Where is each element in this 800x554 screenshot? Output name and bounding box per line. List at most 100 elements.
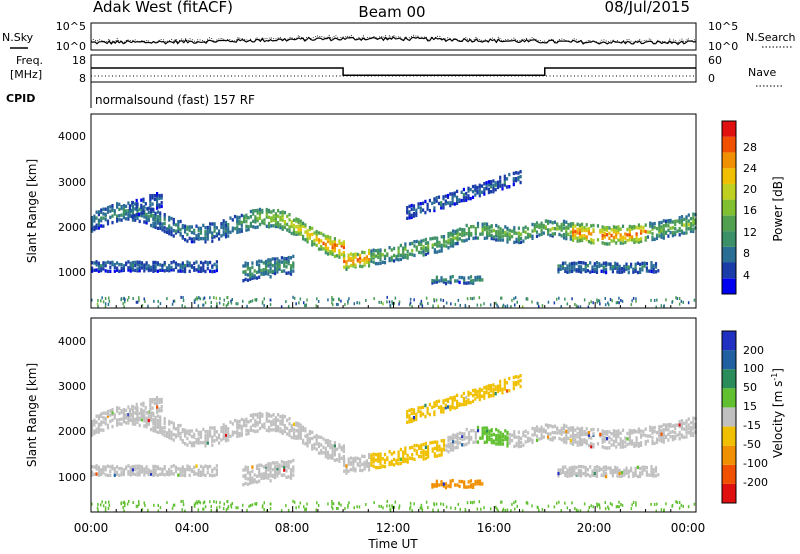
velocity-cell: [276, 466, 279, 471]
velocity-cell: [669, 430, 672, 434]
velocity-cell: [179, 467, 182, 471]
power-cell: [145, 261, 148, 265]
velocity-cell: [317, 442, 321, 446]
power-cell: [492, 190, 495, 194]
velocity-cell: [497, 436, 500, 440]
velocity-cell: [283, 460, 286, 465]
velocity-cell: [163, 419, 166, 423]
power-cell: [683, 231, 686, 235]
velocity-cell: [454, 433, 457, 438]
velocity-cell: [449, 405, 452, 409]
power-cell: [281, 215, 284, 219]
velocity-cell: [161, 432, 164, 436]
velocity-cell: [199, 440, 203, 445]
velocity-cell: [202, 472, 205, 477]
power-cell: [502, 305, 504, 309]
power-cell: [505, 185, 509, 189]
power-cell: [199, 260, 203, 265]
velocity-cell: [393, 463, 396, 467]
velocity-cell: [560, 429, 563, 433]
power-cell: [345, 260, 348, 264]
velocity-cell: [95, 420, 98, 424]
power-cell: [501, 234, 505, 238]
velocity-cell: [299, 432, 302, 436]
power-cell: [572, 230, 575, 234]
velocity-cell: [106, 423, 110, 427]
velocity-cell: [485, 387, 488, 391]
power-cell: [632, 296, 635, 300]
power-cell: [481, 224, 484, 229]
velocity-cell: [152, 428, 155, 433]
power-cell: [453, 194, 456, 198]
velocity-cell: [531, 504, 533, 508]
power-cell: [508, 237, 511, 241]
velocity-cell: [393, 505, 395, 509]
power-cell: [412, 214, 416, 218]
velocity-cell: [572, 429, 575, 433]
velocity-cell: [322, 451, 325, 455]
power-cell: [168, 267, 171, 271]
power-cell: [469, 279, 473, 283]
velocity-cell: [463, 480, 466, 484]
velocity-cell: [345, 466, 348, 470]
colorbar-frame: [721, 120, 737, 295]
velocity-cell: [141, 508, 144, 512]
velocity-cell: [619, 437, 622, 441]
velocity-y-tick-3000: 3000: [58, 380, 86, 393]
velocity-cell: [568, 468, 571, 472]
velocity-cell: [246, 482, 249, 486]
velocity-cell: [631, 431, 634, 435]
power-cell: [635, 299, 637, 303]
power-cell: [572, 238, 575, 242]
velocity-cell: [680, 425, 684, 429]
power-cell: [583, 236, 586, 240]
velocity-cell: [306, 438, 309, 443]
power-cell: [154, 220, 157, 224]
power-cell: [436, 250, 439, 254]
power-cell: [646, 235, 649, 239]
velocity-cell: [255, 502, 257, 506]
velocity-cell: [572, 426, 575, 430]
velocity-cell: [370, 461, 373, 465]
power-cell: [333, 249, 336, 253]
power-cell: [190, 237, 193, 241]
velocity-cell: [458, 436, 461, 441]
power-cell: [188, 269, 191, 273]
velocity-cell: [433, 440, 436, 444]
power-cell: [249, 274, 252, 279]
power-cell: [246, 267, 249, 271]
cpid-label: CPID: [6, 92, 35, 105]
power-cell: [279, 223, 282, 227]
power-cell: [211, 239, 214, 243]
velocity-cell: [391, 504, 393, 508]
velocity-cell: [116, 472, 119, 476]
velocity-cell: [603, 430, 606, 434]
power-cell: [431, 236, 434, 241]
power-cell: [186, 227, 189, 231]
power-cell: [581, 229, 584, 233]
velocity-cell: [104, 509, 107, 513]
velocity-cell: [636, 474, 639, 479]
freq-tick-bottom: 8: [79, 72, 86, 85]
velocity-cell: [404, 446, 407, 450]
power-cell: [599, 228, 602, 233]
power-cell: [583, 233, 586, 238]
power-cell: [336, 254, 339, 258]
power-cell: [276, 257, 279, 261]
velocity-cell: [340, 456, 343, 460]
velocity-cell: [279, 429, 282, 434]
power-cell: [193, 239, 196, 244]
velocity-cell: [553, 424, 556, 428]
velocity-cell: [281, 422, 284, 426]
power-cell: [671, 230, 674, 235]
power-cell: [538, 233, 541, 237]
velocity-cell: [587, 431, 591, 435]
velocity-cell: [481, 388, 484, 392]
power-cell: [406, 249, 409, 254]
power-cell: [449, 233, 452, 237]
velocity-cell: [102, 420, 105, 424]
velocity-cell: [616, 474, 619, 478]
velocity-cell: [145, 419, 148, 424]
power-cell: [687, 227, 690, 231]
power-cell: [128, 206, 131, 211]
